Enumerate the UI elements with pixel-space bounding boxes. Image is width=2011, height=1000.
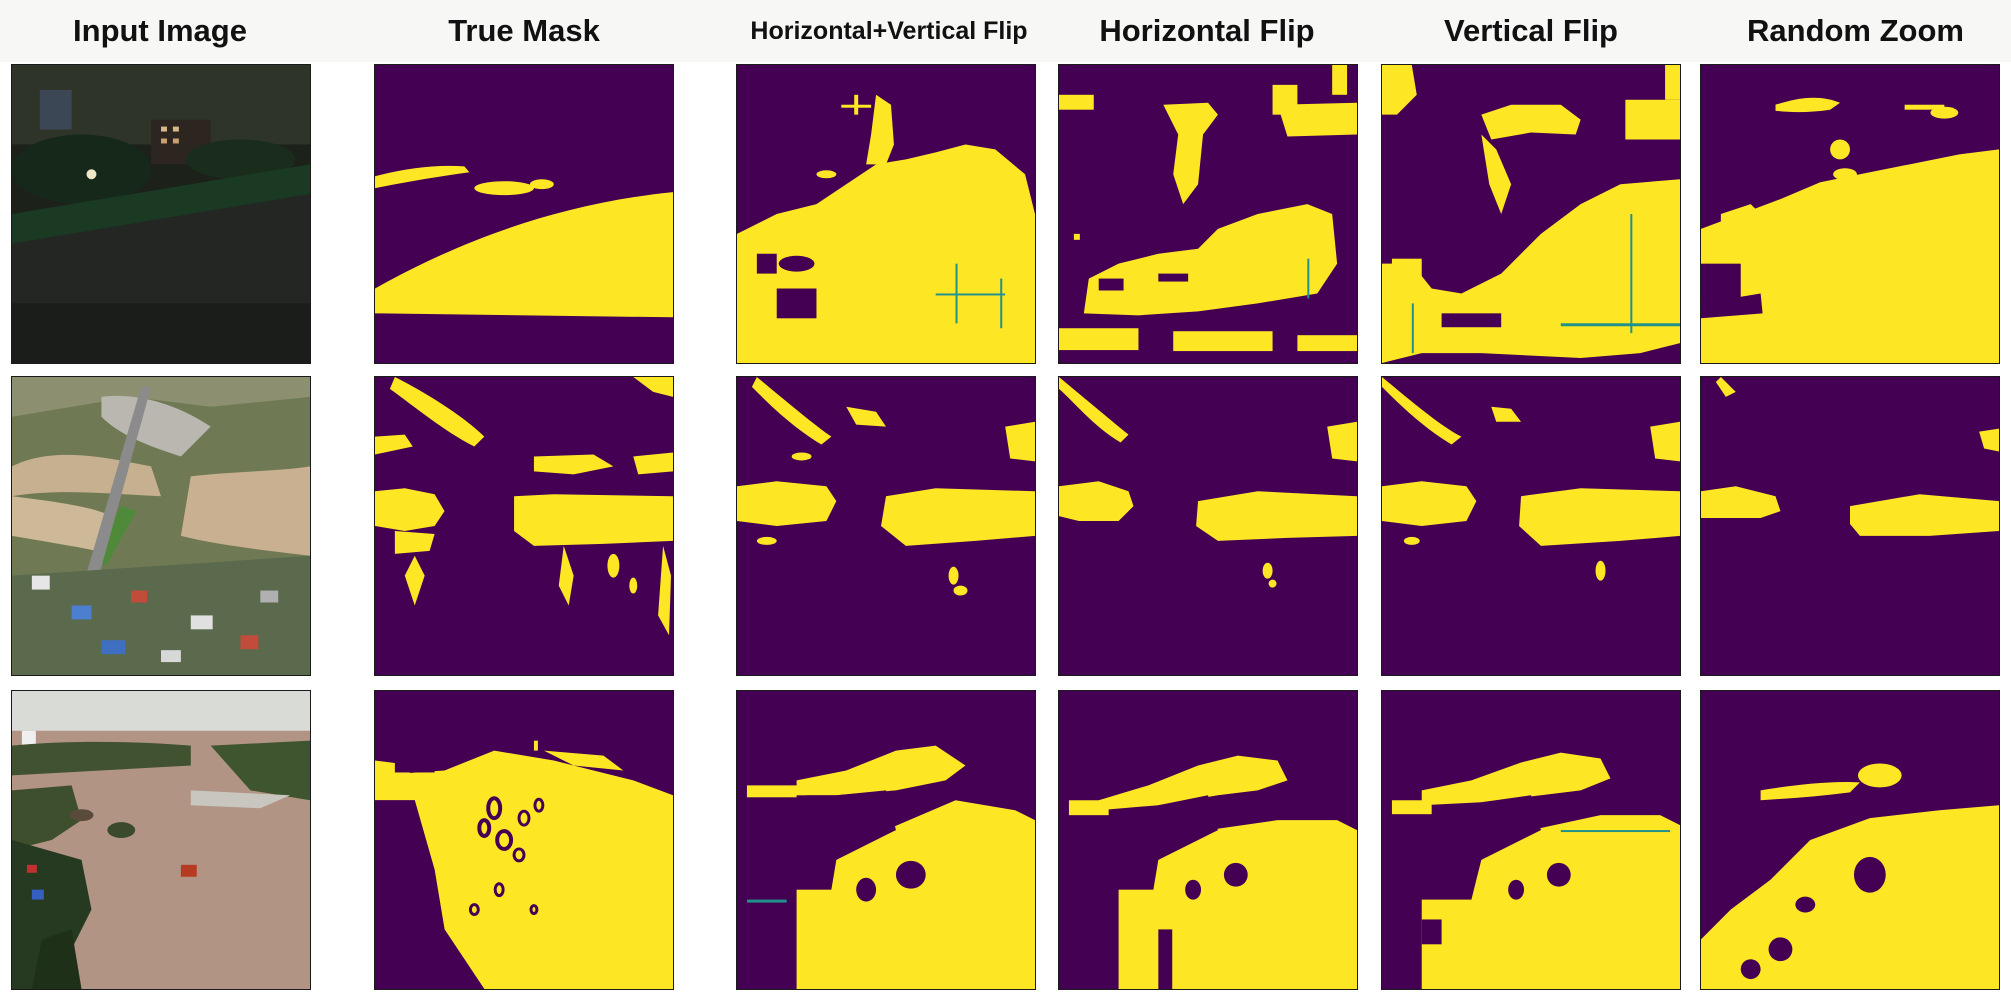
- header-band: [0, 0, 2011, 62]
- true-mask-row-2: [374, 376, 674, 676]
- column-title-hv-flip: Horizontal+Vertical Flip: [750, 17, 1028, 45]
- horizontal-flip-mask-row-1: [1058, 64, 1358, 364]
- input-image-row-2: [11, 376, 311, 676]
- true-mask-row-3: [374, 690, 674, 990]
- input-image-row-1: [11, 64, 311, 364]
- column-title-random-zoom: Random Zoom: [1747, 13, 1964, 48]
- random-zoom-mask-row-2: [1700, 376, 2000, 676]
- input-image-row-3: [11, 690, 311, 990]
- random-zoom-mask-row-3: [1700, 690, 2000, 990]
- column-title-true-mask: True Mask: [448, 13, 600, 48]
- vertical-flip-mask-row-2: [1381, 376, 1681, 676]
- column-title-input-image: Input Image: [73, 13, 247, 48]
- random-zoom-mask-row-1: [1700, 64, 2000, 364]
- horizontal-flip-mask-row-2: [1058, 376, 1358, 676]
- column-title-vertical-flip: Vertical Flip: [1443, 13, 1618, 48]
- true-mask-row-1: [374, 64, 674, 364]
- hv-flip-mask-row-2: [736, 376, 1036, 676]
- hv-flip-mask-row-3: [736, 690, 1036, 990]
- column-title-horizontal-flip: Horizontal Flip: [1099, 13, 1315, 48]
- vertical-flip-mask-row-3: [1381, 690, 1681, 990]
- vertical-flip-mask-row-1: [1381, 64, 1681, 364]
- hv-flip-mask-row-1: [736, 64, 1036, 364]
- horizontal-flip-mask-row-3: [1058, 690, 1358, 990]
